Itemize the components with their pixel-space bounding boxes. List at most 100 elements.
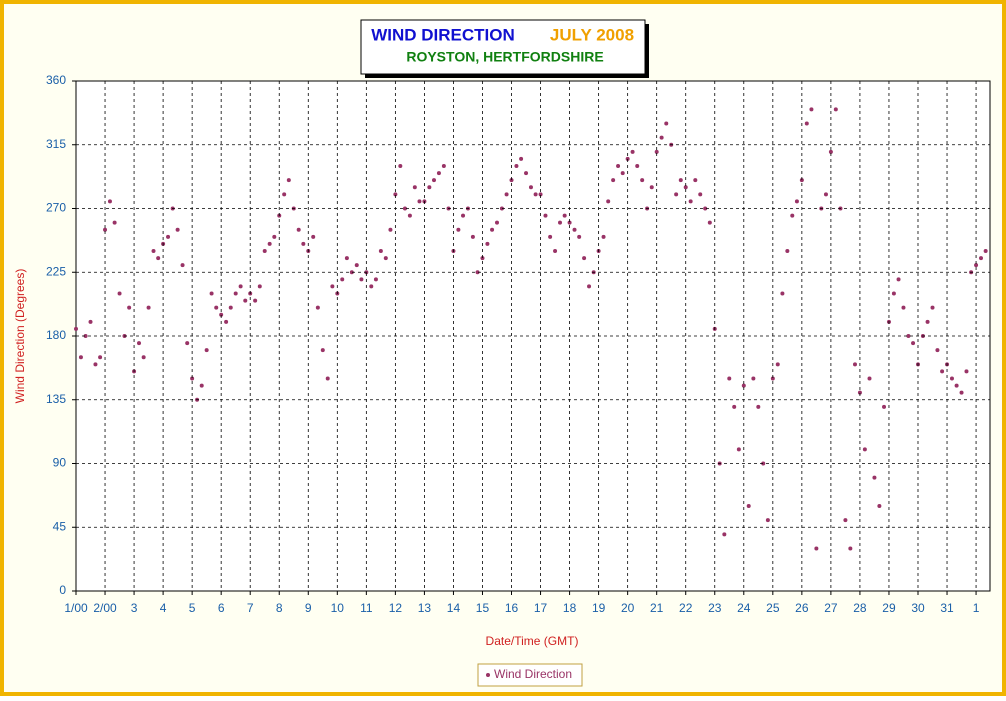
data-point [325, 376, 330, 381]
data-point [553, 249, 558, 253]
data-point [340, 277, 345, 282]
data-point [703, 206, 708, 211]
x-tick-label: 21 [650, 601, 664, 615]
x-tick-label: 17 [534, 601, 548, 615]
data-point [872, 475, 877, 480]
data-point [620, 171, 625, 176]
x-tick-label: 18 [563, 601, 577, 615]
data-point [485, 241, 490, 246]
data-point [311, 234, 316, 239]
data-point [635, 164, 640, 168]
data-point [330, 284, 335, 289]
data-point [407, 213, 412, 218]
data-point [272, 234, 277, 239]
data-point [857, 390, 862, 395]
data-point [393, 192, 398, 197]
data-point [354, 263, 359, 268]
data-point [166, 234, 171, 239]
data-point [882, 404, 887, 409]
y-tick-label: 135 [46, 392, 66, 406]
data-point [867, 376, 872, 381]
data-point [901, 305, 906, 310]
x-tick-label: 31 [940, 601, 954, 615]
data-point [814, 546, 819, 551]
x-tick-label: 6 [218, 601, 225, 615]
x-tick-label: 14 [447, 601, 461, 615]
data-point [480, 256, 485, 261]
data-point [524, 171, 529, 176]
data-point [83, 334, 88, 338]
data-point [388, 227, 393, 232]
data-point [514, 164, 519, 168]
data-point [538, 192, 543, 197]
data-point [940, 369, 945, 374]
data-point [320, 348, 325, 353]
data-point [151, 249, 156, 253]
data-point [475, 270, 480, 275]
data-point [228, 305, 233, 310]
data-point [983, 249, 988, 253]
data-point [436, 171, 441, 176]
x-tick-label: 3 [131, 601, 138, 615]
y-axis-label: Wind Direction (Degrees) [13, 269, 27, 404]
legend-label: Wind Direction [494, 667, 572, 681]
data-point [427, 185, 432, 190]
data-point [954, 383, 959, 388]
data-point [683, 185, 688, 190]
data-point [180, 263, 185, 268]
data-point [214, 305, 219, 310]
data-point [654, 149, 659, 154]
data-point [282, 192, 287, 197]
x-tick-label: 15 [476, 601, 490, 615]
data-point [707, 220, 712, 225]
data-point [243, 298, 248, 303]
data-point [640, 178, 645, 183]
data-point [107, 199, 112, 204]
data-point [383, 256, 388, 261]
data-point [267, 241, 272, 246]
y-tick-label: 90 [53, 456, 67, 470]
data-point [949, 376, 954, 381]
data-point [499, 206, 504, 211]
data-point [799, 178, 804, 183]
data-point [190, 376, 195, 381]
data-point [461, 213, 466, 218]
data-point [209, 291, 214, 296]
data-point [238, 284, 243, 289]
data-point [470, 234, 475, 239]
data-point [175, 227, 180, 232]
x-tick-label: 16 [505, 601, 519, 615]
data-point [262, 249, 267, 253]
data-point [848, 546, 853, 551]
x-tick-label: 19 [592, 601, 606, 615]
x-tick-label: 20 [621, 601, 635, 615]
data-point [577, 234, 582, 239]
data-point [117, 291, 122, 296]
data-point [756, 404, 761, 409]
legend-box [477, 663, 583, 687]
data-point [746, 504, 751, 508]
data-point [494, 220, 499, 225]
data-point [490, 227, 495, 232]
x-tick-label: 22 [679, 601, 693, 615]
data-point [678, 178, 683, 183]
data-point [852, 362, 857, 367]
data-point [582, 256, 587, 261]
data-point [770, 376, 775, 381]
data-point [204, 348, 209, 353]
data-point [649, 185, 654, 190]
data-point [804, 121, 809, 126]
data-point [509, 178, 514, 183]
data-point [296, 227, 301, 232]
data-point [587, 284, 592, 289]
x-tick-label: 4 [160, 601, 167, 615]
data-point [224, 319, 229, 324]
legend-marker [486, 673, 490, 677]
y-tick-label: 45 [53, 519, 67, 533]
x-tick-label: 13 [418, 601, 432, 615]
data-point [253, 298, 258, 303]
data-point [794, 199, 799, 204]
x-tick-label: 8 [276, 601, 283, 615]
data-point [349, 270, 354, 275]
data-point [103, 227, 108, 232]
